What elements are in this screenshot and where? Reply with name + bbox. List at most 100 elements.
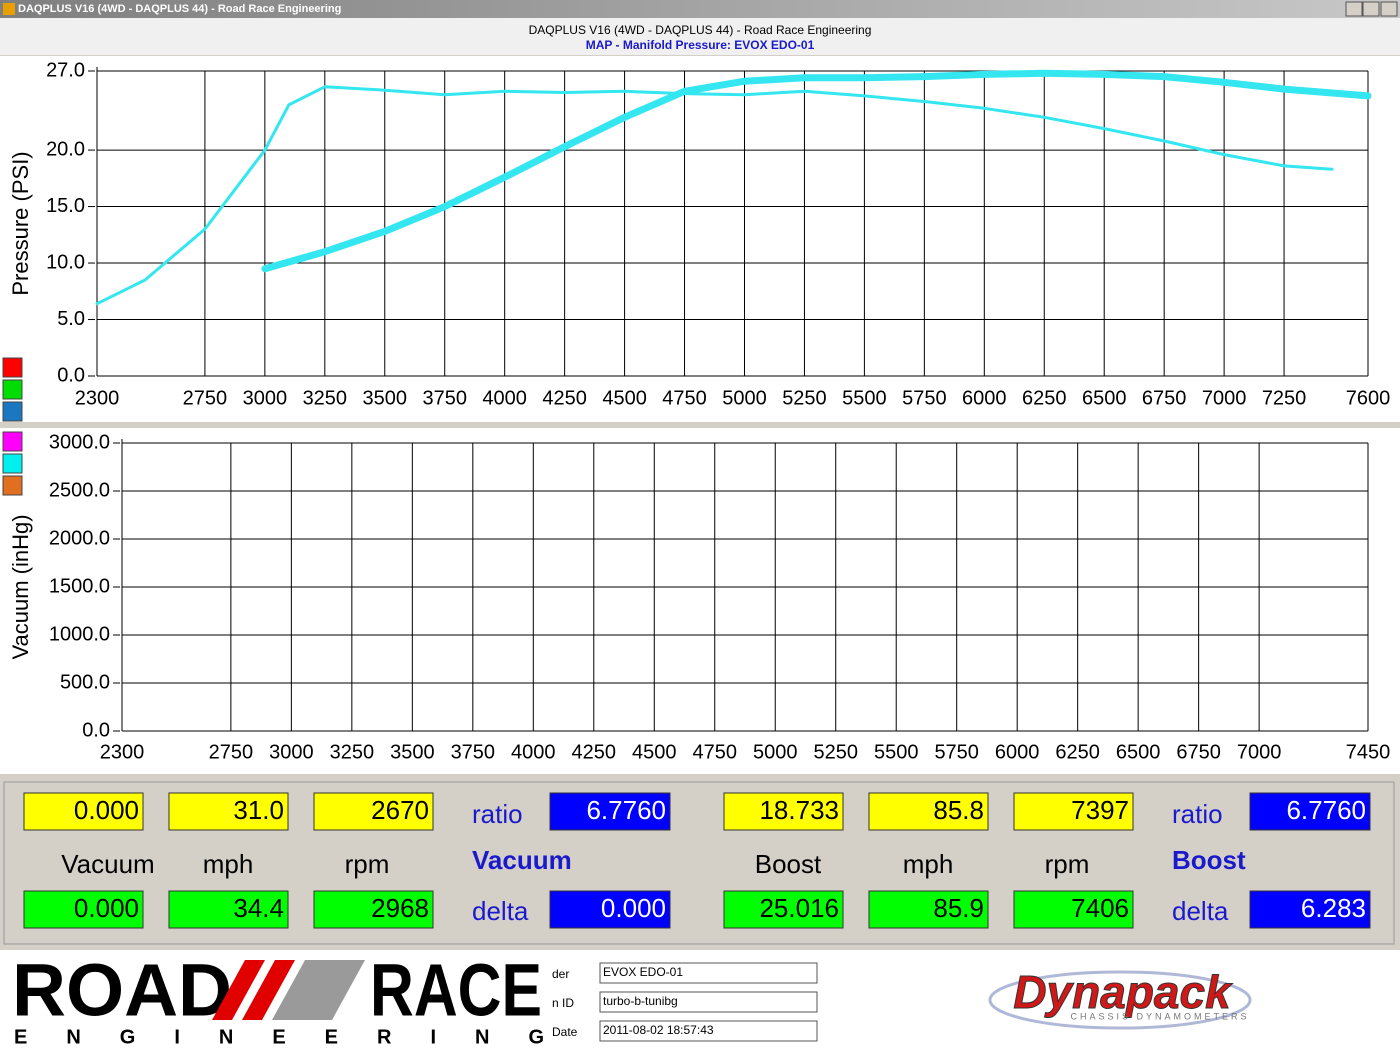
header-strip bbox=[0, 18, 1400, 55]
readout-bottom bbox=[23, 890, 144, 929]
x-tick-label: 4250 bbox=[572, 741, 617, 763]
y-tick-label: 10.0 bbox=[46, 251, 85, 273]
x-tick-label: 6750 bbox=[1142, 387, 1187, 409]
x-tick-label: 5250 bbox=[782, 387, 827, 409]
y-tick-label: 1000.0 bbox=[49, 623, 110, 645]
readout-top bbox=[1013, 792, 1134, 831]
x-tick-label: 5000 bbox=[753, 741, 798, 763]
readout-label: rpm bbox=[345, 849, 390, 879]
readout-bottom-text: 34.4 bbox=[233, 893, 284, 923]
x-tick-label: 2750 bbox=[183, 387, 228, 409]
field-box bbox=[599, 962, 818, 984]
delta-box-text: 6.283 bbox=[1301, 893, 1366, 923]
x-tick-label: 6000 bbox=[962, 387, 1007, 409]
bottom-chart-panel bbox=[0, 428, 1400, 774]
readout-top bbox=[313, 792, 434, 831]
x-tick-label: 5750 bbox=[902, 387, 947, 409]
group-name: Boost bbox=[1172, 845, 1246, 875]
ratio-box-text: 6.7760 bbox=[586, 795, 666, 825]
field-box bbox=[599, 991, 818, 1013]
y-axis-label: Pressure (PSI) bbox=[8, 151, 33, 295]
field-label: Date bbox=[552, 1025, 578, 1039]
y-tick-label: 0.0 bbox=[57, 364, 85, 386]
readout-top-text: 2670 bbox=[371, 795, 429, 825]
logo-word: RACE bbox=[370, 949, 542, 1032]
readout-top-text: 18.733 bbox=[759, 795, 839, 825]
swatch[interactable] bbox=[2, 453, 23, 474]
field-value: EVOX EDO-01 bbox=[603, 965, 683, 979]
minimize-button[interactable] bbox=[1345, 1, 1363, 17]
dynapack-logo: Dynapack CHASSIS DYNAMOMETERS bbox=[988, 966, 1252, 1030]
x-tick-label: 5500 bbox=[842, 387, 887, 409]
swatch[interactable] bbox=[2, 379, 23, 400]
readout-top bbox=[868, 792, 989, 831]
x-tick-label: 3500 bbox=[390, 741, 435, 763]
x-tick-label: 7250 bbox=[1262, 387, 1307, 409]
readout-top-text: 31.0 bbox=[233, 795, 284, 825]
title-bar bbox=[0, 0, 1400, 18]
x-tick-label: 6750 bbox=[1176, 741, 1221, 763]
readout-label: Vacuum bbox=[61, 849, 154, 879]
x-tick-label: 7000 bbox=[1202, 387, 1247, 409]
y-axis-label: Vacuum (inHg) bbox=[8, 514, 33, 659]
x-tick-label: 7450 bbox=[1346, 741, 1391, 763]
window-buttons[interactable] bbox=[1345, 1, 1398, 17]
readout-label: Boost bbox=[755, 849, 822, 879]
x-tick-label: 6000 bbox=[995, 741, 1040, 763]
x-tick-label: 4500 bbox=[632, 741, 677, 763]
data-line bbox=[261, 69, 1372, 273]
x-tick-label: 3250 bbox=[330, 741, 375, 763]
swatch[interactable] bbox=[2, 475, 23, 496]
readout-bottom bbox=[723, 890, 844, 929]
readout-bottom bbox=[313, 890, 434, 929]
swatch[interactable] bbox=[2, 431, 23, 452]
readout-bottom-text: 7406 bbox=[1071, 893, 1129, 923]
x-tick-label: 6250 bbox=[1055, 741, 1100, 763]
swatch[interactable] bbox=[2, 357, 23, 378]
x-tick-label: 5500 bbox=[874, 741, 919, 763]
top-chart-panel bbox=[0, 56, 1400, 422]
y-tick-label: 1500.0 bbox=[49, 575, 110, 597]
delta-box bbox=[1249, 890, 1371, 929]
x-tick-label: 4500 bbox=[602, 387, 647, 409]
x-tick-label: 5000 bbox=[722, 387, 767, 409]
readout-bottom-text: 25.016 bbox=[759, 893, 839, 923]
logo-slash bbox=[272, 960, 365, 1020]
x-tick-label: 7000 bbox=[1237, 741, 1282, 763]
delta-box-text: 0.000 bbox=[601, 893, 666, 923]
x-tick-label: 3250 bbox=[303, 387, 348, 409]
close-button[interactable] bbox=[1380, 1, 1398, 17]
readout-bottom-text: 0.000 bbox=[74, 893, 139, 923]
readout-top bbox=[168, 792, 289, 831]
x-tick-label: 6250 bbox=[1022, 387, 1067, 409]
ratio-box-text: 6.7760 bbox=[1286, 795, 1366, 825]
readout-bottom bbox=[1013, 890, 1134, 929]
x-tick-label: 7600 bbox=[1346, 387, 1391, 409]
field-label: der bbox=[552, 967, 569, 981]
brand-tagline: CHASSIS DYNAMOMETERS bbox=[1070, 1011, 1249, 1021]
readout-label: mph bbox=[203, 849, 254, 879]
channel-swatches[interactable] bbox=[2, 357, 23, 496]
x-tick-label: 6500 bbox=[1082, 387, 1127, 409]
field-value: turbo-b-tunibg bbox=[603, 994, 678, 1008]
restore-button[interactable] bbox=[1362, 1, 1380, 17]
readout-label: rpm bbox=[1045, 849, 1090, 879]
ratio-label: ratio bbox=[1172, 799, 1223, 829]
x-tick-label: 3500 bbox=[363, 387, 408, 409]
x-tick-label: 5250 bbox=[813, 741, 858, 763]
delta-label: delta bbox=[1172, 896, 1229, 926]
readout-top-text: 7397 bbox=[1071, 795, 1129, 825]
swatch[interactable] bbox=[2, 401, 23, 422]
ratio-box bbox=[1249, 792, 1371, 831]
group-name: Vacuum bbox=[472, 845, 572, 875]
y-tick-label: 500.0 bbox=[60, 671, 110, 693]
x-tick-label: 2300 bbox=[100, 741, 145, 763]
brand-name: Dynapack bbox=[1013, 966, 1233, 1018]
app-icon bbox=[3, 3, 15, 15]
x-tick-label: 5750 bbox=[934, 741, 979, 763]
logo-swoosh bbox=[988, 970, 1252, 1030]
x-tick-label: 4000 bbox=[482, 387, 527, 409]
y-tick-label: 20.0 bbox=[46, 138, 85, 160]
ratio-box bbox=[549, 792, 671, 831]
